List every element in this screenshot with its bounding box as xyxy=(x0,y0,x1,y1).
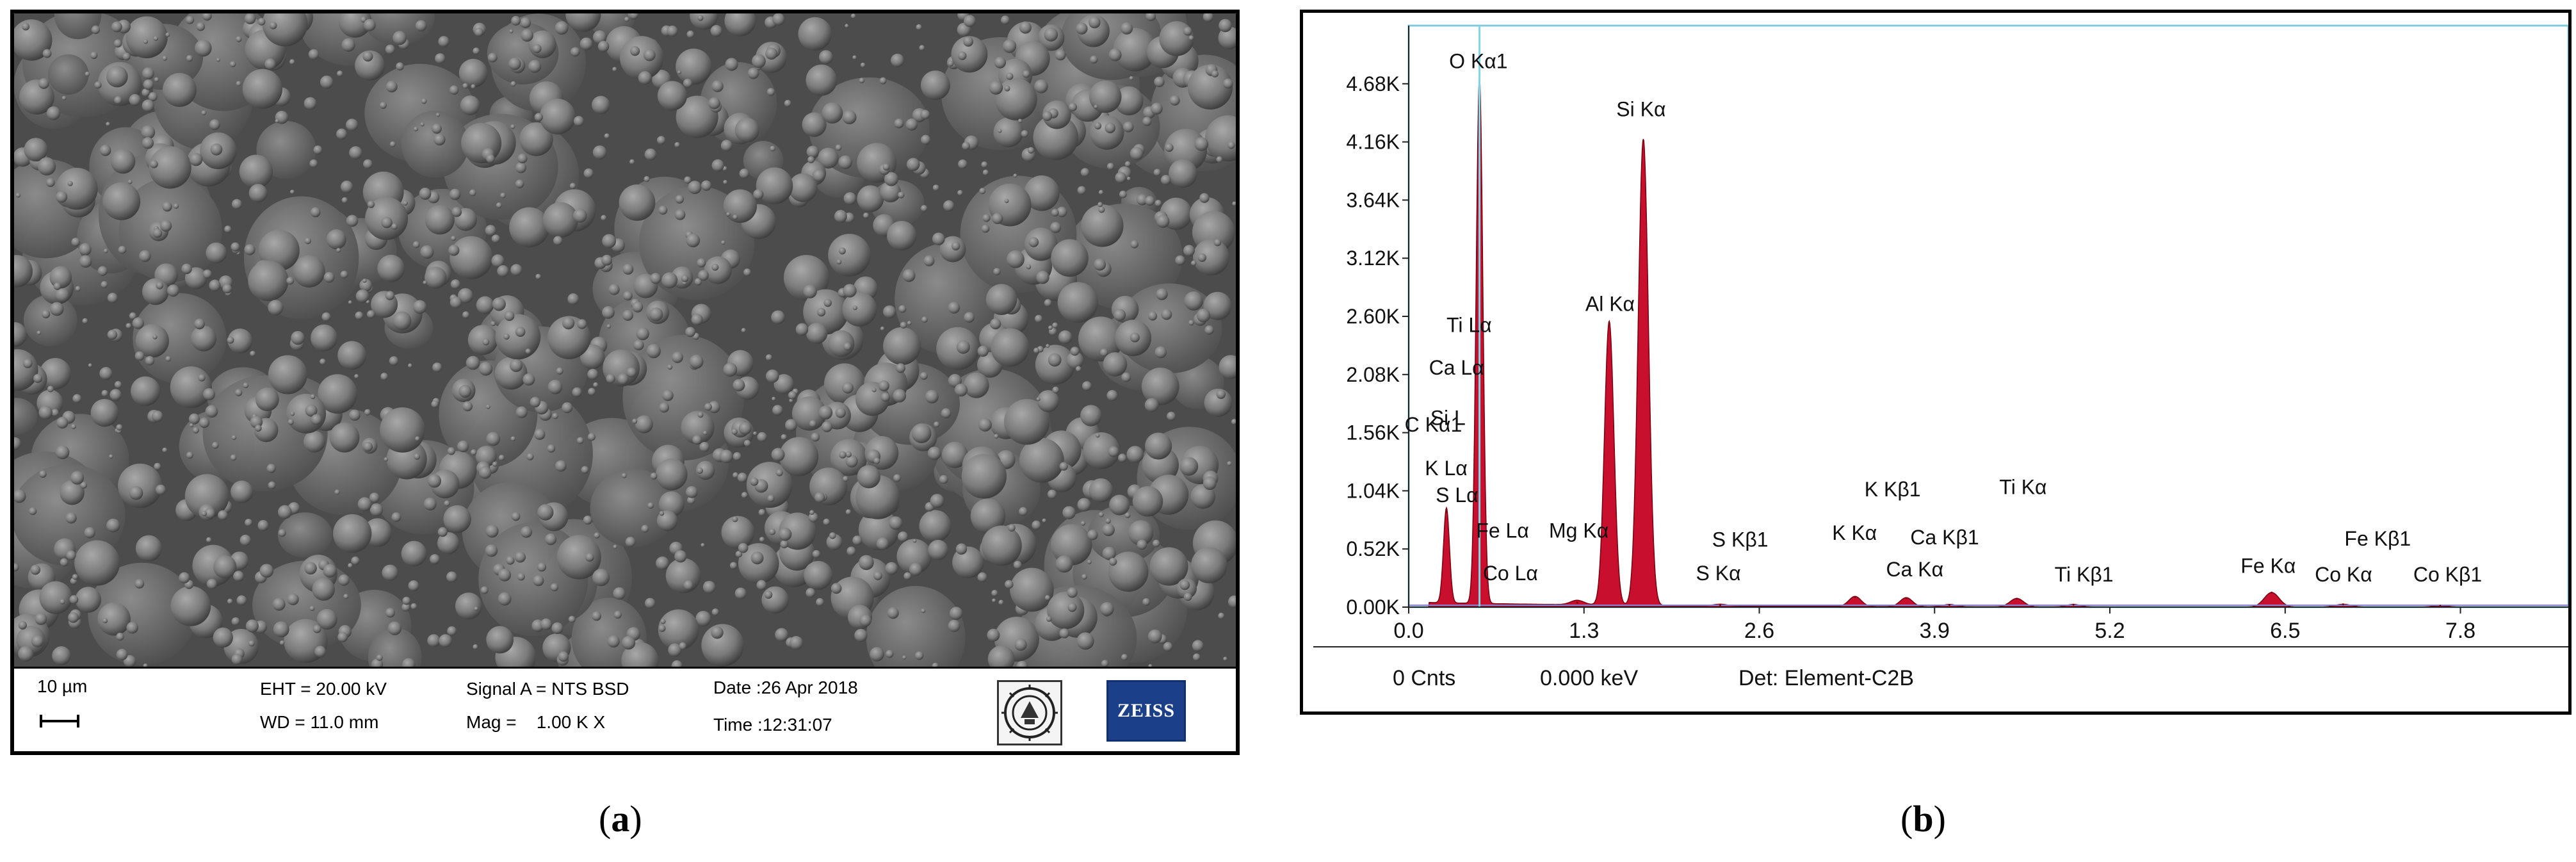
peak-annotation-label: C Kα1 xyxy=(1405,413,1462,436)
caption-b-close: ) xyxy=(1933,798,1946,840)
caption-a: (a) xyxy=(599,797,642,840)
sem-micrograph-image xyxy=(14,13,1236,667)
caption-a-open: ( xyxy=(599,798,612,840)
caption-b-letter: b xyxy=(1913,798,1934,840)
footer-detector: Det: Element-C2B xyxy=(1738,666,1914,690)
y-tick-label: 3.12K xyxy=(1346,247,1400,270)
peak-annotation-label: Ca Lα xyxy=(1429,356,1484,379)
peak-annotation-label: K Kα xyxy=(1832,521,1877,544)
y-tick-label: 1.56K xyxy=(1346,421,1400,444)
caption-a-letter: a xyxy=(611,798,630,840)
peak-annotation-label: Si Kα xyxy=(1616,97,1665,120)
peak-annotation-label: Ti Kα xyxy=(1999,476,2046,499)
peak-point xyxy=(2439,605,2442,607)
y-tick-label: 0.00K xyxy=(1346,596,1400,619)
peak-annotation-label: Co Kα xyxy=(2315,563,2372,586)
peak-annotation-label: K Kβ1 xyxy=(1865,478,1921,501)
peak-point xyxy=(1642,140,1644,142)
zeiss-logo: ZEISS xyxy=(1106,680,1186,742)
footer-energy: 0.000 keV xyxy=(1540,666,1638,690)
peak-point xyxy=(2342,603,2344,606)
peak-point xyxy=(1608,321,1610,324)
date-label: Date :26 Apr 2018 xyxy=(713,678,858,697)
peak-point xyxy=(2016,598,2018,600)
x-tick-label: 1.3 xyxy=(1569,619,1599,643)
caption-a-close: ) xyxy=(629,798,642,840)
peak-annotation-label: Ca Kβ1 xyxy=(1910,526,1979,549)
peak-annotation-label: Ti Lα xyxy=(1446,313,1492,336)
x-tick-label: 2.6 xyxy=(1744,619,1774,643)
footer-counts: 0 Cnts xyxy=(1393,666,1455,690)
peak-point xyxy=(1854,596,1856,598)
sem-data-bar: 10 µm EHT = 20.00 kV WD = 11.0 mm Signal… xyxy=(14,667,1236,751)
wd-label: WD = 11.0 mm xyxy=(260,712,379,732)
eds-spectrum-chart: 0.00K 0.52K 1.04K 1.56K 2.08K 2.60K 3.12K 3.64K… xyxy=(1313,24,2568,690)
peak-annotation-label: K Lα xyxy=(1425,457,1468,480)
institution-seal-logo xyxy=(997,680,1062,745)
peak-annotation-label: Fe Kα xyxy=(2240,555,2296,578)
peak-point xyxy=(1948,604,1950,606)
peak-annotation-label: Al Kα xyxy=(1585,292,1635,315)
y-tick-label: 3.64K xyxy=(1346,188,1400,211)
sem-micrograph-panel: 10 µm EHT = 20.00 kV WD = 11.0 mm Signal… xyxy=(10,10,1240,755)
peak-annotation-label: Mg Kα xyxy=(1549,519,1608,542)
y-tick-label: 4.68K xyxy=(1346,72,1400,95)
scale-bar xyxy=(40,715,79,728)
x-tick-label: 6.5 xyxy=(2270,619,2300,643)
x-tick-label: 7.8 xyxy=(2445,619,2475,643)
peak-annotation-label: Fe Kβ1 xyxy=(2344,527,2411,550)
peak-annotation-label: Ca Kα xyxy=(1886,558,1943,581)
caption-b-open: ( xyxy=(1900,798,1913,840)
mag-label: Mag = 1.00 K X xyxy=(466,712,606,732)
peak-annotation-label: S Lα xyxy=(1436,484,1478,507)
peak-annotation-label: Fe Lα xyxy=(1476,519,1529,542)
y-tick-label: 4.16K xyxy=(1346,131,1400,154)
peak-point xyxy=(1905,597,1908,599)
y-tick-label: 1.04K xyxy=(1346,479,1400,502)
peak-annotation-label: Ti Kβ1 xyxy=(2055,563,2114,586)
peak-annotation-label: S Kβ1 xyxy=(1712,528,1769,551)
y-tick-label: 2.60K xyxy=(1346,305,1400,328)
y-tick-label: 0.52K xyxy=(1346,537,1400,560)
peak-point xyxy=(1576,601,1578,604)
x-tick-label: 0.0 xyxy=(1393,619,1423,643)
peak-annotation-label: S Kα xyxy=(1696,562,1741,585)
peak-annotation-label: O Kα1 xyxy=(1449,49,1507,72)
time-label: Time :12:31:07 xyxy=(713,715,832,735)
x-tick-label: 5.2 xyxy=(2094,619,2125,643)
peak-annotation-label: Si L xyxy=(1430,406,1466,429)
peak-point xyxy=(2072,603,2075,606)
zeiss-logo-text: ZEISS xyxy=(1117,700,1176,721)
peak-annotation-label: Co Kβ1 xyxy=(2413,563,2482,586)
eht-label: EHT = 20.00 kV xyxy=(260,679,387,699)
y-tick-label: 2.08K xyxy=(1346,363,1400,386)
signal-label: Signal A = NTS BSD xyxy=(466,679,629,699)
peak-point xyxy=(2271,591,2273,594)
eds-spectrum-panel: 0.00K 0.52K 1.04K 1.56K 2.08K 2.60K 3.12K 3.64K… xyxy=(1300,10,2572,715)
caption-b: (b) xyxy=(1900,797,1946,840)
peak-annotation-label: Co Lα xyxy=(1483,562,1538,585)
peak-point xyxy=(1445,511,1448,514)
peak-point xyxy=(1719,604,1721,606)
x-tick-label: 3.9 xyxy=(1920,619,1950,643)
scale-bar-label: 10 µm xyxy=(37,676,88,696)
